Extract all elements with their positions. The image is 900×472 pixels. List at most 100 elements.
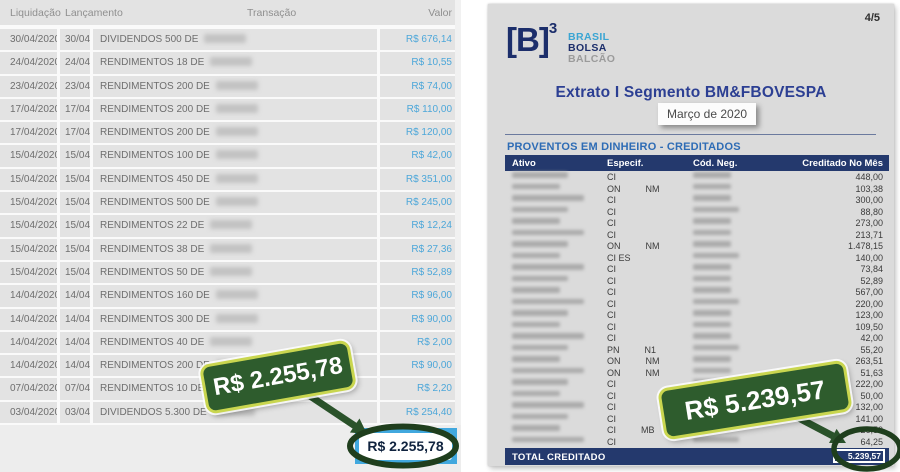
valor-cell: R$ 27,36 xyxy=(411,243,452,255)
redacted-cod-neg xyxy=(693,229,731,235)
table-row: 30/04/2020 30/04 DIVIDENDOS 500 DE R$ 67… xyxy=(0,29,461,53)
redacted-cod-neg xyxy=(693,195,731,201)
redacted-cod-neg xyxy=(693,356,731,362)
liquidacao-cell: 07/04/2020 xyxy=(10,383,61,395)
especif-cell: CI MB xyxy=(607,425,655,435)
especif-cell: ON NM xyxy=(607,367,660,378)
creditado-cell: 103,38 xyxy=(855,183,883,194)
redacted-cod-neg xyxy=(693,344,739,350)
creditado-cell: 222,00 xyxy=(855,379,883,389)
creditado-cell: 213,71 xyxy=(855,229,883,240)
transacao-cell: RENDIMENTOS 50 DE xyxy=(100,266,253,278)
header-divider xyxy=(0,25,461,29)
page-indicator: 4/5 xyxy=(864,12,880,24)
especif-cell: CI xyxy=(607,275,616,286)
transacao-cell: DIVIDENDOS 500 DE xyxy=(100,34,247,45)
table-row: CI 220,00 xyxy=(505,298,889,310)
liquidacao-cell: 15/04/2020 xyxy=(10,150,61,162)
redacted-ativo xyxy=(512,206,568,212)
redacted-cod-neg xyxy=(693,367,731,373)
redacted-ticker xyxy=(215,290,258,300)
table-row: ON NM 51,63 xyxy=(505,367,889,379)
transacao-text: RENDIMENTOS 100 DE xyxy=(100,150,210,162)
creditado-cell: 140,00 xyxy=(855,252,883,263)
valor-cell: R$ 90,00 xyxy=(411,360,452,372)
valor-cell: R$ 245,00 xyxy=(405,197,452,209)
especif-cell: CI xyxy=(607,287,616,297)
b3-logo-icon: [B]3 xyxy=(506,20,557,59)
creditado-cell: 448,00 xyxy=(855,172,883,182)
table-row: ON NM 1.478,15 xyxy=(505,240,889,252)
total-row: TOTAL CREDITADO 5.239,57 xyxy=(505,448,889,465)
transacao-text: RENDIMENTOS 50 DE xyxy=(100,266,205,278)
table-row: CI 64,25 xyxy=(505,436,889,448)
redacted-ativo xyxy=(512,252,560,258)
valor-cell: R$ 254,40 xyxy=(405,406,452,418)
transacao-cell: RENDIMENTOS 40 DE xyxy=(100,336,253,348)
b3-extract-page: 4/5 [B]3 BRASIL BOLSA BALCÃO Extrato I S… xyxy=(488,4,894,466)
redacted-ativo xyxy=(512,218,560,224)
lancamento-cell: 17/04 xyxy=(65,127,91,139)
especif-cell: ON NM xyxy=(607,356,660,366)
transacao-text: RENDIMENTOS 38 DE xyxy=(100,243,205,255)
redacted-ticker xyxy=(215,80,258,90)
redacted-ativo xyxy=(512,241,568,247)
creditado-cell: 220,00 xyxy=(855,298,883,309)
logo-line-bolsa: BOLSA xyxy=(568,42,607,54)
lancamento-cell: 15/04 xyxy=(65,220,91,232)
table-row: 14/04/2020 14/04 RENDIMENTOS 160 DE R$ 9… xyxy=(0,285,461,309)
transacao-text: RENDIMENTOS 200 DE xyxy=(100,103,210,115)
creditado-cell: 52,89 xyxy=(860,275,883,286)
redacted-ativo xyxy=(512,287,560,293)
table-row: 14/04/2020 14/04 RENDIMENTOS 300 DE R$ 9… xyxy=(0,308,461,332)
transacao-text: RENDIMENTOS 40 DE xyxy=(100,336,205,348)
creditado-cell: 300,00 xyxy=(855,195,883,205)
table-row: CI 88,80 xyxy=(505,206,889,218)
liquidacao-cell: 15/04/2020 xyxy=(10,197,61,209)
redacted-ativo xyxy=(512,367,584,373)
liquidacao-cell: 15/04/2020 xyxy=(10,266,61,278)
transacao-cell: RENDIMENTOS 160 DE xyxy=(100,290,258,301)
liquidacao-cell: 30/04/2020 xyxy=(10,34,61,45)
table-row: 17/04/2020 17/04 RENDIMENTOS 200 DE R$ 1… xyxy=(0,98,461,123)
redacted-cod-neg xyxy=(693,298,739,304)
redacted-ativo xyxy=(512,229,584,235)
redacted-cod-neg xyxy=(693,218,731,224)
creditado-cell: 567,00 xyxy=(855,287,883,297)
redacted-ativo xyxy=(512,413,568,419)
especif-cell: CI ES xyxy=(607,252,631,263)
table-row: 17/04/2020 17/04 RENDIMENTOS 200 DE R$ 1… xyxy=(0,122,461,146)
table-row: CI 300,00 xyxy=(505,194,889,206)
redacted-ticker xyxy=(210,243,253,253)
liquidacao-cell: 14/04/2020 xyxy=(10,313,61,325)
liquidacao-cell: 14/04/2020 xyxy=(10,360,61,372)
redacted-ativo xyxy=(512,390,560,396)
lancamento-cell: 15/04 xyxy=(65,243,91,255)
especif-cell: CI xyxy=(607,172,616,182)
transacao-text: RENDIMENTOS 300 DE xyxy=(100,313,210,325)
table-row: CI 448,00 xyxy=(505,171,889,183)
b3-logo-sup: 3 xyxy=(548,20,558,37)
redacted-ticker xyxy=(204,34,247,43)
redacted-ativo xyxy=(512,356,560,362)
transacao-text: RENDIMENTOS 160 DE xyxy=(100,290,210,302)
valor-cell: R$ 676,14 xyxy=(405,34,452,45)
transacao-cell: RENDIMENTOS 200 DE xyxy=(100,80,258,92)
scrollbar-track[interactable] xyxy=(455,0,461,425)
especif-cell: CI xyxy=(607,379,616,389)
table-row: 15/04/2020 15/04 RENDIMENTOS 100 DE R$ 4… xyxy=(0,145,461,169)
table-row: 24/04/2020 24/04 RENDIMENTOS 18 DE R$ 10… xyxy=(0,52,461,76)
b3-logo-wordmark: BRASIL BOLSA BALCÃO xyxy=(568,32,615,65)
transacao-text: RENDIMENTOS 450 DE xyxy=(100,173,210,185)
redacted-ativo xyxy=(512,379,568,385)
transacao-text: RENDIMENTOS 500 DE xyxy=(100,197,210,209)
especif-cell: CI xyxy=(607,390,616,401)
valor-cell: R$ 52,89 xyxy=(411,266,452,278)
valor-cell: R$ 96,00 xyxy=(411,290,452,302)
lancamento-cell: 23/04 xyxy=(65,80,91,92)
lancamento-cell: 15/04 xyxy=(65,150,91,162)
redacted-ticker xyxy=(210,266,253,276)
transacao-text: RENDIMENTOS 200 DE xyxy=(100,127,210,139)
transacao-text: RENDIMENTOS 22 DE xyxy=(100,220,205,232)
especif-cell: PN N1 xyxy=(607,344,657,355)
